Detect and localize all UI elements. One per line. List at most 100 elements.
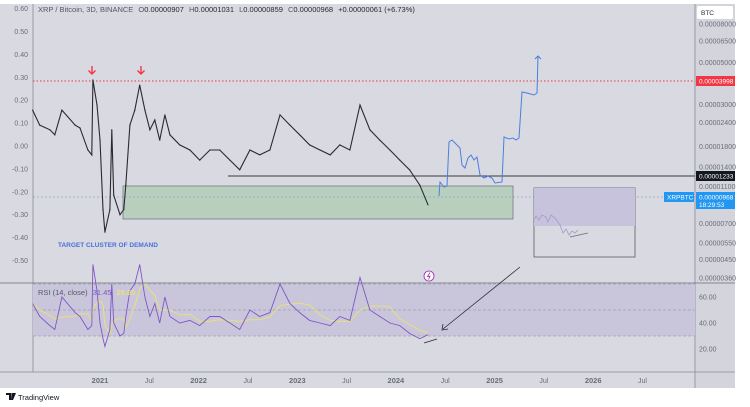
zoom-inset-highlight [534,188,635,226]
price-point [96,104,98,106]
price-point [389,149,391,151]
price-point [164,114,166,116]
price-point [54,134,56,136]
support-badge [696,171,735,181]
rsi-line [32,264,429,349]
price-tick-label: 0.00000550 [699,241,736,248]
price-series [31,79,429,233]
price-point [199,159,201,161]
low-value: 0.00000859 [243,5,283,14]
open-value: 0.00000907 [144,5,184,14]
rsi-ma-value: 29.60 [117,288,136,297]
rsi-series [32,264,429,349]
currency-button-label: BTC [701,10,714,17]
change-value: +0.00000061 (+6.73%) [338,5,415,14]
price-point [329,154,331,156]
rsi-legend[interactable]: RSI (14, close) 31.45 29.60 [38,288,135,297]
price-point [49,129,51,131]
time-tick-label: 2021 [92,376,109,385]
symbol-badge-label: XRPBTC [667,195,694,202]
rsi-name: RSI (14, close) [38,288,88,297]
price-point [123,208,125,211]
rsi-tick-label: 20.00 [699,347,717,354]
price-point [379,139,381,141]
price-point [104,231,106,233]
price-point [92,79,94,81]
price-point [289,124,291,126]
price-point [209,149,211,151]
price-tick-label: 0.00001400 [699,164,736,171]
close-value: 0.00000968 [293,5,333,14]
price-tick-label: 0.00002400 [699,120,736,127]
support-badge-label: 0.00001233 [699,174,734,181]
current-price-label: 0.00000968 [699,195,734,202]
inset-trendline [569,232,589,238]
time-tick-label: 2025 [486,376,503,385]
resistance-badge-label: 0.00003998 [699,79,734,86]
currency-button[interactable] [697,6,733,19]
left-axis-tick-label: -0.50 [12,258,28,265]
tradingview-logo-icon [6,393,16,400]
price-point [99,139,101,141]
price-point [139,84,141,86]
price-point [179,144,181,146]
price-tick-label: 0.00000360 [699,275,736,282]
left-axis-tick-label: 0.40 [14,52,28,59]
projection-path[interactable] [438,55,539,197]
price-tick-label: 0.00000450 [699,257,736,264]
time-tick-label: Jul [342,378,351,385]
time-tick-label: 2022 [190,376,207,385]
price-point [239,169,241,171]
projection-arrowhead-icon [534,55,542,60]
price-point [109,208,111,211]
symbol-badge [664,192,694,202]
left-axis-tick-label: -0.40 [12,235,28,242]
price-point [87,149,89,151]
price-point [129,124,131,126]
price-point [31,109,34,111]
price-point [91,154,93,156]
demand-zone-box[interactable] [122,185,514,220]
price-point [134,109,136,111]
demand-zone-label: TARGET CLUSTER OF DEMAND [58,242,158,249]
price-point [399,159,401,161]
pointer-arrow-line[interactable] [442,266,521,330]
price-tick-label: 0.00006500 [699,39,736,46]
price-point [259,154,261,156]
time-tick-label: 2026 [585,376,602,385]
price-point [229,159,231,161]
price-tick-label: 0.00001800 [699,144,736,151]
rsi-ma-line [32,283,429,336]
inset-rsi-sketch [532,214,579,236]
price-point [419,184,421,186]
price-tick-label: 0.00003000 [699,102,736,109]
price-point [79,127,81,129]
price-point [409,169,411,171]
time-tick-label: Jul [441,378,450,385]
price-point [427,204,429,206]
left-axis-tick-label: 0.10 [14,121,28,128]
rsi-tick-label: 40.00 [699,321,717,328]
left-axis-tick-label: 0.60 [14,6,28,13]
rsi-value: 31.45 [93,288,112,297]
time-tick-label: 2024 [388,376,406,385]
lightning-icon[interactable] [423,270,435,282]
price-tick-label: 0.00008000 [699,22,736,29]
price-point [144,109,146,111]
price-point [61,109,63,111]
ohlc-legend: XRP / Bitcoin, 3D, BINANCE O0.00000907 H… [38,5,415,14]
price-point [149,129,151,131]
time-tick-label: Jul [638,378,647,385]
price-point [339,144,341,146]
price-point [219,149,221,151]
countdown-label: 18:29:53 [699,202,725,209]
price-point [119,214,121,216]
price-tick-label: 0.00000700 [699,221,736,228]
arrow-down-icon [88,66,96,75]
price-point [154,119,156,121]
arrow-down-icon [137,66,145,75]
price-point [369,129,371,131]
price-point [319,149,321,151]
rsi-trendline [423,338,438,344]
